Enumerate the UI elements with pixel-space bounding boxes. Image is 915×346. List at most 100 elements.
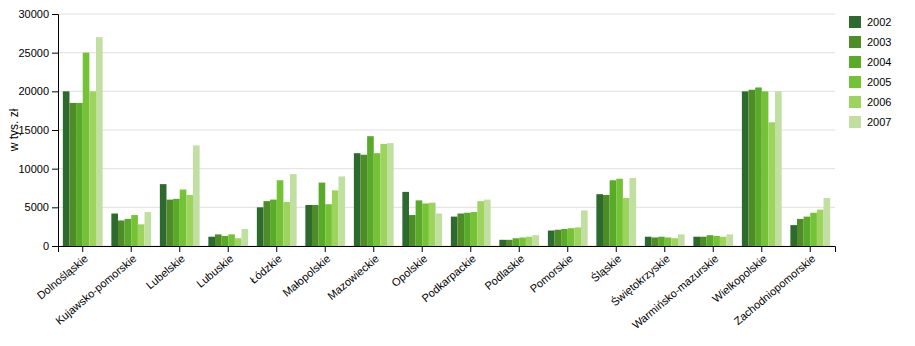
tick: 10000 — [18, 163, 58, 175]
tick: Łódzkie — [247, 246, 284, 286]
legend: 200220032004200520062007 — [849, 16, 891, 128]
bar — [554, 230, 561, 246]
bar — [678, 234, 685, 246]
grid — [58, 14, 835, 246]
tick: Śląskie — [589, 246, 624, 284]
bar — [241, 229, 248, 246]
tick: Warmińsko-mazurskie — [630, 246, 721, 331]
bar — [208, 237, 215, 246]
bar — [596, 194, 603, 246]
legend-label: 2004 — [867, 56, 891, 68]
bar — [283, 202, 290, 246]
tick: Małopolskie — [280, 246, 332, 299]
bar — [727, 234, 734, 246]
bar — [422, 203, 429, 246]
bar — [775, 91, 782, 246]
plot: 050001000015000200002500030000Dolnośląsk… — [18, 8, 835, 331]
tick: Kujawsko-pomorskie — [53, 246, 138, 327]
tick-label: 0 — [43, 240, 49, 252]
tick: Pomorskie — [527, 246, 575, 295]
bar — [817, 210, 824, 246]
bar — [804, 217, 811, 246]
legend-item: 2007 — [849, 116, 891, 128]
tick-label: Kujawsko-pomorskie — [53, 252, 138, 326]
tick-mark — [325, 246, 326, 252]
bar — [263, 201, 270, 246]
tick-label: Łódzkie — [247, 252, 284, 286]
grid-line — [58, 168, 835, 169]
tick-label: Opolskie — [389, 252, 429, 289]
bar — [235, 238, 242, 246]
bar — [824, 198, 831, 246]
tick-label: 10000 — [18, 163, 49, 175]
bar — [810, 213, 817, 246]
bar — [762, 91, 769, 246]
tick-mark — [519, 246, 520, 252]
tick-mark — [664, 246, 665, 252]
tick-label: 15000 — [18, 124, 49, 136]
bar — [380, 144, 387, 246]
bar-series — [83, 53, 817, 246]
tick-label: Zachodniopomorskie — [732, 252, 818, 327]
tick-mark — [228, 246, 229, 252]
bar — [610, 180, 617, 246]
bar — [180, 190, 187, 246]
bar — [277, 180, 284, 246]
tick-mark — [470, 246, 471, 252]
bar — [477, 201, 484, 246]
bar — [499, 240, 506, 246]
bar — [125, 219, 132, 246]
bar — [222, 236, 229, 246]
bar — [561, 229, 568, 246]
tick: Zachodniopomorskie — [732, 246, 818, 327]
bar — [387, 143, 394, 246]
tick-mark — [567, 246, 568, 252]
bar — [713, 236, 720, 246]
bar — [790, 225, 797, 246]
bar-series — [76, 87, 810, 246]
tick-mark — [422, 246, 423, 252]
bars — [63, 37, 830, 246]
bar — [131, 215, 138, 246]
bar — [581, 210, 588, 246]
bar — [506, 240, 513, 246]
x-axis: DolnośląskieKujawsko-pomorskieLubelskieL… — [34, 246, 835, 331]
bar — [484, 200, 491, 246]
legend-label: 2007 — [867, 116, 891, 128]
bar — [797, 219, 804, 246]
grid-line — [58, 91, 835, 92]
tick: Mazowieckie — [325, 246, 381, 302]
bar — [749, 90, 756, 246]
tick-label: Śląskie — [589, 252, 624, 284]
bar — [707, 235, 714, 246]
tick-mark — [131, 246, 132, 252]
tick-label: Mazowieckie — [325, 252, 381, 302]
tick-mark — [52, 130, 58, 131]
legend-swatch — [849, 56, 861, 68]
tick-mark — [373, 246, 374, 252]
tick-mark — [52, 14, 58, 15]
bar-series — [69, 90, 803, 246]
tick: Podlaskie — [482, 246, 526, 292]
tick: 0 — [43, 240, 58, 252]
grid-line — [58, 52, 835, 53]
legend-swatch — [849, 96, 861, 108]
bar — [457, 214, 464, 246]
tick: Podkarpackie — [419, 246, 478, 304]
bar — [755, 87, 762, 246]
legend-swatch — [849, 76, 861, 88]
bar — [215, 234, 222, 246]
bar — [436, 214, 443, 246]
tick-label: 25000 — [18, 47, 49, 59]
bar — [720, 237, 727, 246]
legend-swatch — [849, 16, 861, 28]
bar — [630, 178, 637, 246]
chart-container: 050001000015000200002500030000Dolnośląsk… — [0, 0, 915, 346]
tick-label: Pomorskie — [527, 252, 575, 295]
tick-mark — [52, 91, 58, 92]
bar — [402, 192, 409, 246]
bar — [367, 136, 374, 246]
tick-mark — [713, 246, 714, 252]
bar — [69, 103, 76, 246]
bar — [768, 122, 775, 246]
